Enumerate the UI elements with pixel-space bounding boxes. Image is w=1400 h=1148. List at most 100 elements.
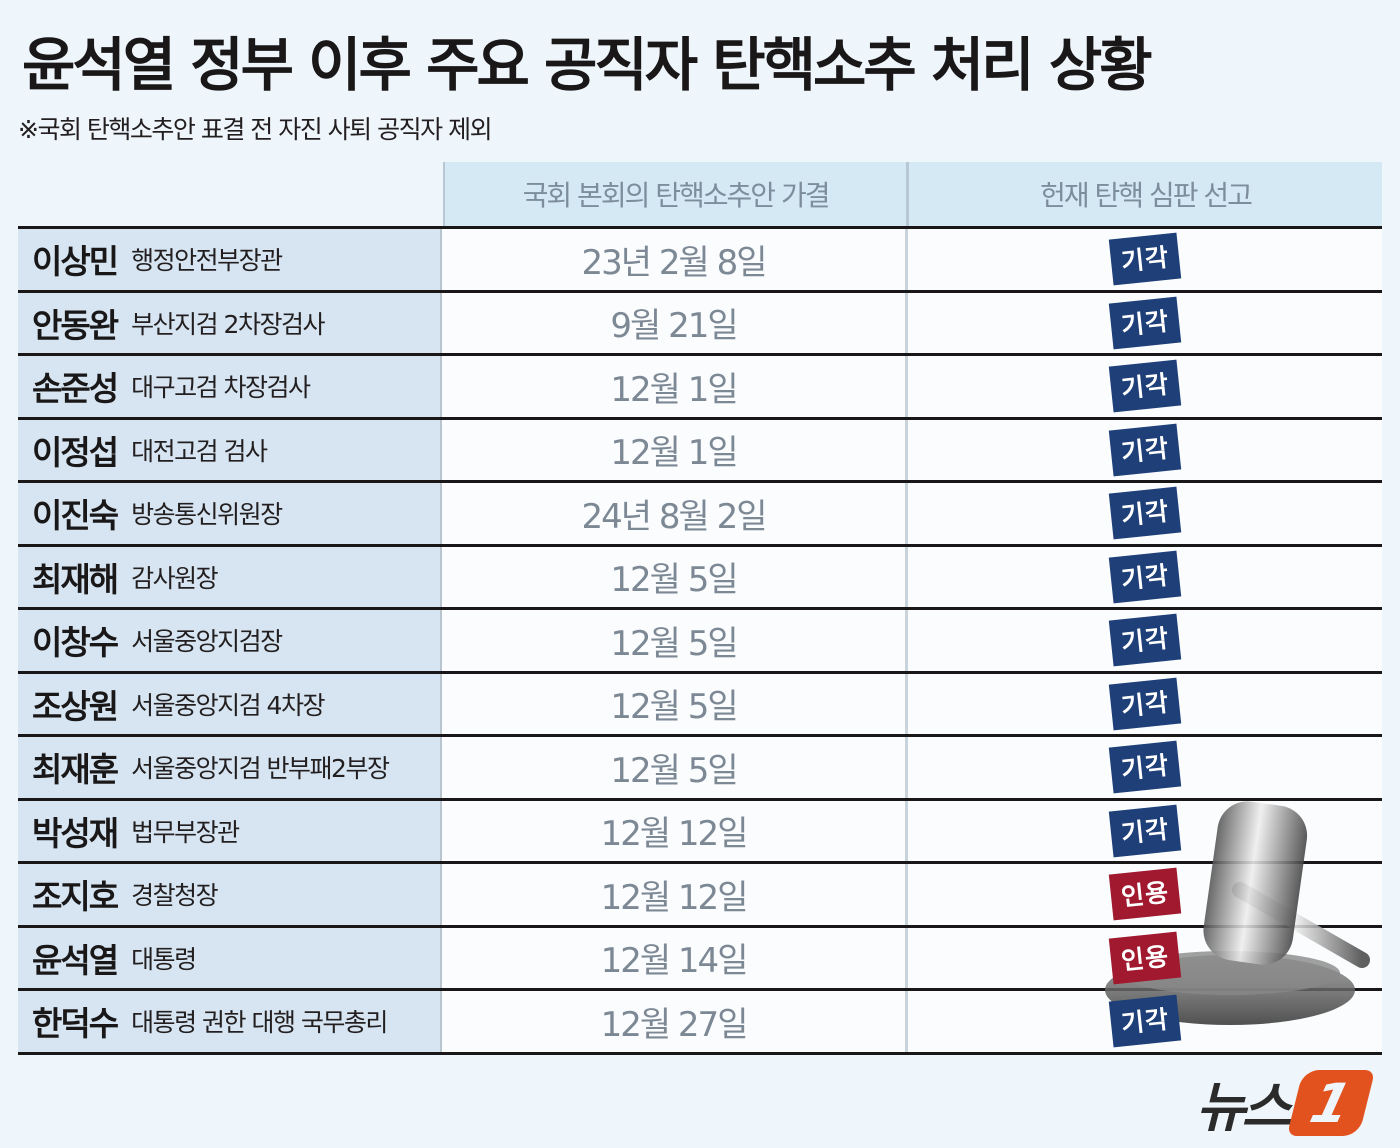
verdict-cell: 인용 <box>908 927 1382 988</box>
name-cell: 안동완 부산지검 2차장검사 <box>18 292 442 353</box>
verdict-cell: 기각 <box>908 673 1382 734</box>
official-name: 최재해 <box>32 559 119 599</box>
official-position: 경찰청장 <box>131 881 219 911</box>
table-row: 박성재 법무부장관 12월 12일 기각 <box>18 797 1382 861</box>
passed-date: 12월 5일 <box>441 737 909 798</box>
official-name: 최재훈 <box>32 750 119 790</box>
passed-date: 12월 27일 <box>441 991 909 1052</box>
official-position: 대통령 권한 대행 국무총리 <box>131 1008 388 1038</box>
header-blank <box>18 162 443 226</box>
table-row: 최재해 감사원장 12월 5일 기각 <box>18 543 1382 607</box>
passed-date: 12월 12일 <box>441 864 909 925</box>
verdict-cell: 기각 <box>908 292 1382 353</box>
name-cell: 윤석열 대통령 <box>18 927 442 988</box>
verdict-cell: 기각 <box>908 737 1382 798</box>
verdict-badge: 기각 <box>1108 804 1182 858</box>
name-cell: 이정섭 대전고검 검사 <box>18 419 442 480</box>
official-name: 안동완 <box>32 305 119 345</box>
official-name: 박성재 <box>32 813 119 853</box>
verdict-cell: 기각 <box>908 610 1382 671</box>
table-row: 한덕수 대통령 권한 대행 국무총리 12월 27일 기각 <box>18 988 1382 1055</box>
passed-date: 9월 21일 <box>441 292 909 353</box>
name-cell: 손준성 대구고검 차장검사 <box>18 356 442 417</box>
table-row: 이정섭 대전고검 검사 12월 1일 기각 <box>18 416 1382 480</box>
name-cell: 최재훈 서울중앙지검 반부패2부장 <box>18 737 442 798</box>
official-position: 대구고검 차장검사 <box>131 373 311 403</box>
official-position: 감사원장 <box>131 563 219 593</box>
table-row: 윤석열 대통령 12월 14일 인용 <box>18 924 1382 988</box>
official-position: 법무부장관 <box>131 817 240 847</box>
verdict-badge: 기각 <box>1108 677 1182 731</box>
verdict-badge: 기각 <box>1108 423 1182 477</box>
verdict-badge: 기각 <box>1108 359 1182 413</box>
verdict-cell: 기각 <box>908 356 1382 417</box>
table-row: 최재훈 서울중앙지검 반부패2부장 12월 5일 기각 <box>18 734 1382 798</box>
official-position: 부산지검 2차장검사 <box>131 309 325 339</box>
verdict-badge: 기각 <box>1108 232 1182 286</box>
logo-text: 뉴스 <box>1196 1076 1291 1139</box>
verdict-cell: 기각 <box>908 419 1382 480</box>
table-row: 손준성 대구고검 차장검사 12월 1일 기각 <box>18 353 1382 417</box>
page-title: 윤석열 정부 이후 주요 공직자 탄핵소추 처리 상황 <box>22 31 1153 99</box>
verdict-cell: 기각 <box>908 800 1382 861</box>
official-position: 서울중앙지검 반부패2부장 <box>131 754 390 784</box>
table-header: 국회 본회의 탄핵소추안 가결 헌재 탄핵 심판 선고 <box>18 162 1382 226</box>
official-name: 한덕수 <box>32 1004 119 1044</box>
verdict-cell: 인용 <box>908 864 1382 925</box>
verdict-badge: 인용 <box>1108 867 1182 921</box>
verdict-cell: 기각 <box>908 483 1382 544</box>
official-name: 이진숙 <box>32 496 119 536</box>
passed-date: 23년 2월 8일 <box>441 229 909 290</box>
official-name: 이창수 <box>32 623 119 663</box>
news1-logo: 뉴스 1 <box>1196 1063 1376 1142</box>
table-row: 조상원 서울중앙지검 4차장 12월 5일 기각 <box>18 670 1382 734</box>
passed-date: 12월 5일 <box>441 673 909 734</box>
official-name: 손준성 <box>32 369 119 409</box>
table-row: 이창수 서울중앙지검장 12월 5일 기각 <box>18 607 1382 671</box>
verdict-badge: 기각 <box>1108 740 1182 794</box>
verdict-badge: 기각 <box>1108 486 1182 540</box>
verdict-badge: 기각 <box>1108 550 1182 604</box>
name-cell: 최재해 감사원장 <box>18 546 442 607</box>
passed-date: 24년 8월 2일 <box>441 483 909 544</box>
table-body: 이상민 행정안전부장관 23년 2월 8일 기각 안동완 부산지검 2차장검사 … <box>18 226 1382 1055</box>
name-cell: 이창수 서울중앙지검장 <box>18 610 442 671</box>
official-position: 서울중앙지검 4차장 <box>131 690 325 720</box>
header-passed: 국회 본회의 탄핵소추안 가결 <box>443 162 907 226</box>
passed-date: 12월 12일 <box>441 800 909 861</box>
passed-date: 12월 1일 <box>441 419 909 480</box>
name-cell: 이상민 행정안전부장관 <box>18 229 442 290</box>
official-position: 행정안전부장관 <box>131 246 283 276</box>
official-name: 이상민 <box>32 242 119 282</box>
official-position: 방송통신위원장 <box>131 500 283 530</box>
verdict-badge: 기각 <box>1108 994 1182 1048</box>
passed-date: 12월 14일 <box>441 927 909 988</box>
table-row: 안동완 부산지검 2차장검사 9월 21일 기각 <box>18 289 1382 353</box>
name-cell: 박성재 법무부장관 <box>18 800 442 861</box>
table-row: 이진숙 방송통신위원장 24년 8월 2일 기각 <box>18 480 1382 544</box>
verdict-badge: 인용 <box>1108 931 1182 985</box>
logo-mark: 1 <box>1287 1069 1376 1136</box>
verdict-cell: 기각 <box>908 229 1382 290</box>
table-row: 이상민 행정안전부장관 23년 2월 8일 기각 <box>18 226 1382 290</box>
passed-date: 12월 5일 <box>441 546 909 607</box>
official-name: 윤석열 <box>32 940 119 980</box>
official-name: 조상원 <box>32 686 119 726</box>
header-verdict: 헌재 탄핵 심판 선고 <box>906 162 1382 226</box>
name-cell: 이진숙 방송통신위원장 <box>18 483 442 544</box>
official-name: 조지호 <box>32 877 119 917</box>
official-position: 서울중앙지검장 <box>131 627 283 657</box>
page-subtitle: ※국회 탄핵소추안 표결 전 자진 사퇴 공직자 제외 <box>18 115 493 144</box>
verdict-badge: 기각 <box>1108 296 1182 350</box>
verdict-cell: 기각 <box>908 546 1382 607</box>
verdict-cell: 기각 <box>908 991 1382 1052</box>
name-cell: 한덕수 대통령 권한 대행 국무총리 <box>18 991 442 1052</box>
table-row: 조지호 경찰청장 12월 12일 인용 <box>18 861 1382 925</box>
name-cell: 조상원 서울중앙지검 4차장 <box>18 673 442 734</box>
official-name: 이정섭 <box>32 432 119 472</box>
passed-date: 12월 5일 <box>441 610 909 671</box>
official-position: 대통령 <box>131 944 197 974</box>
impeachment-table: 국회 본회의 탄핵소추안 가결 헌재 탄핵 심판 선고 이상민 행정안전부장관 … <box>18 162 1382 1055</box>
official-position: 대전고검 검사 <box>131 436 268 466</box>
name-cell: 조지호 경찰청장 <box>18 864 442 925</box>
